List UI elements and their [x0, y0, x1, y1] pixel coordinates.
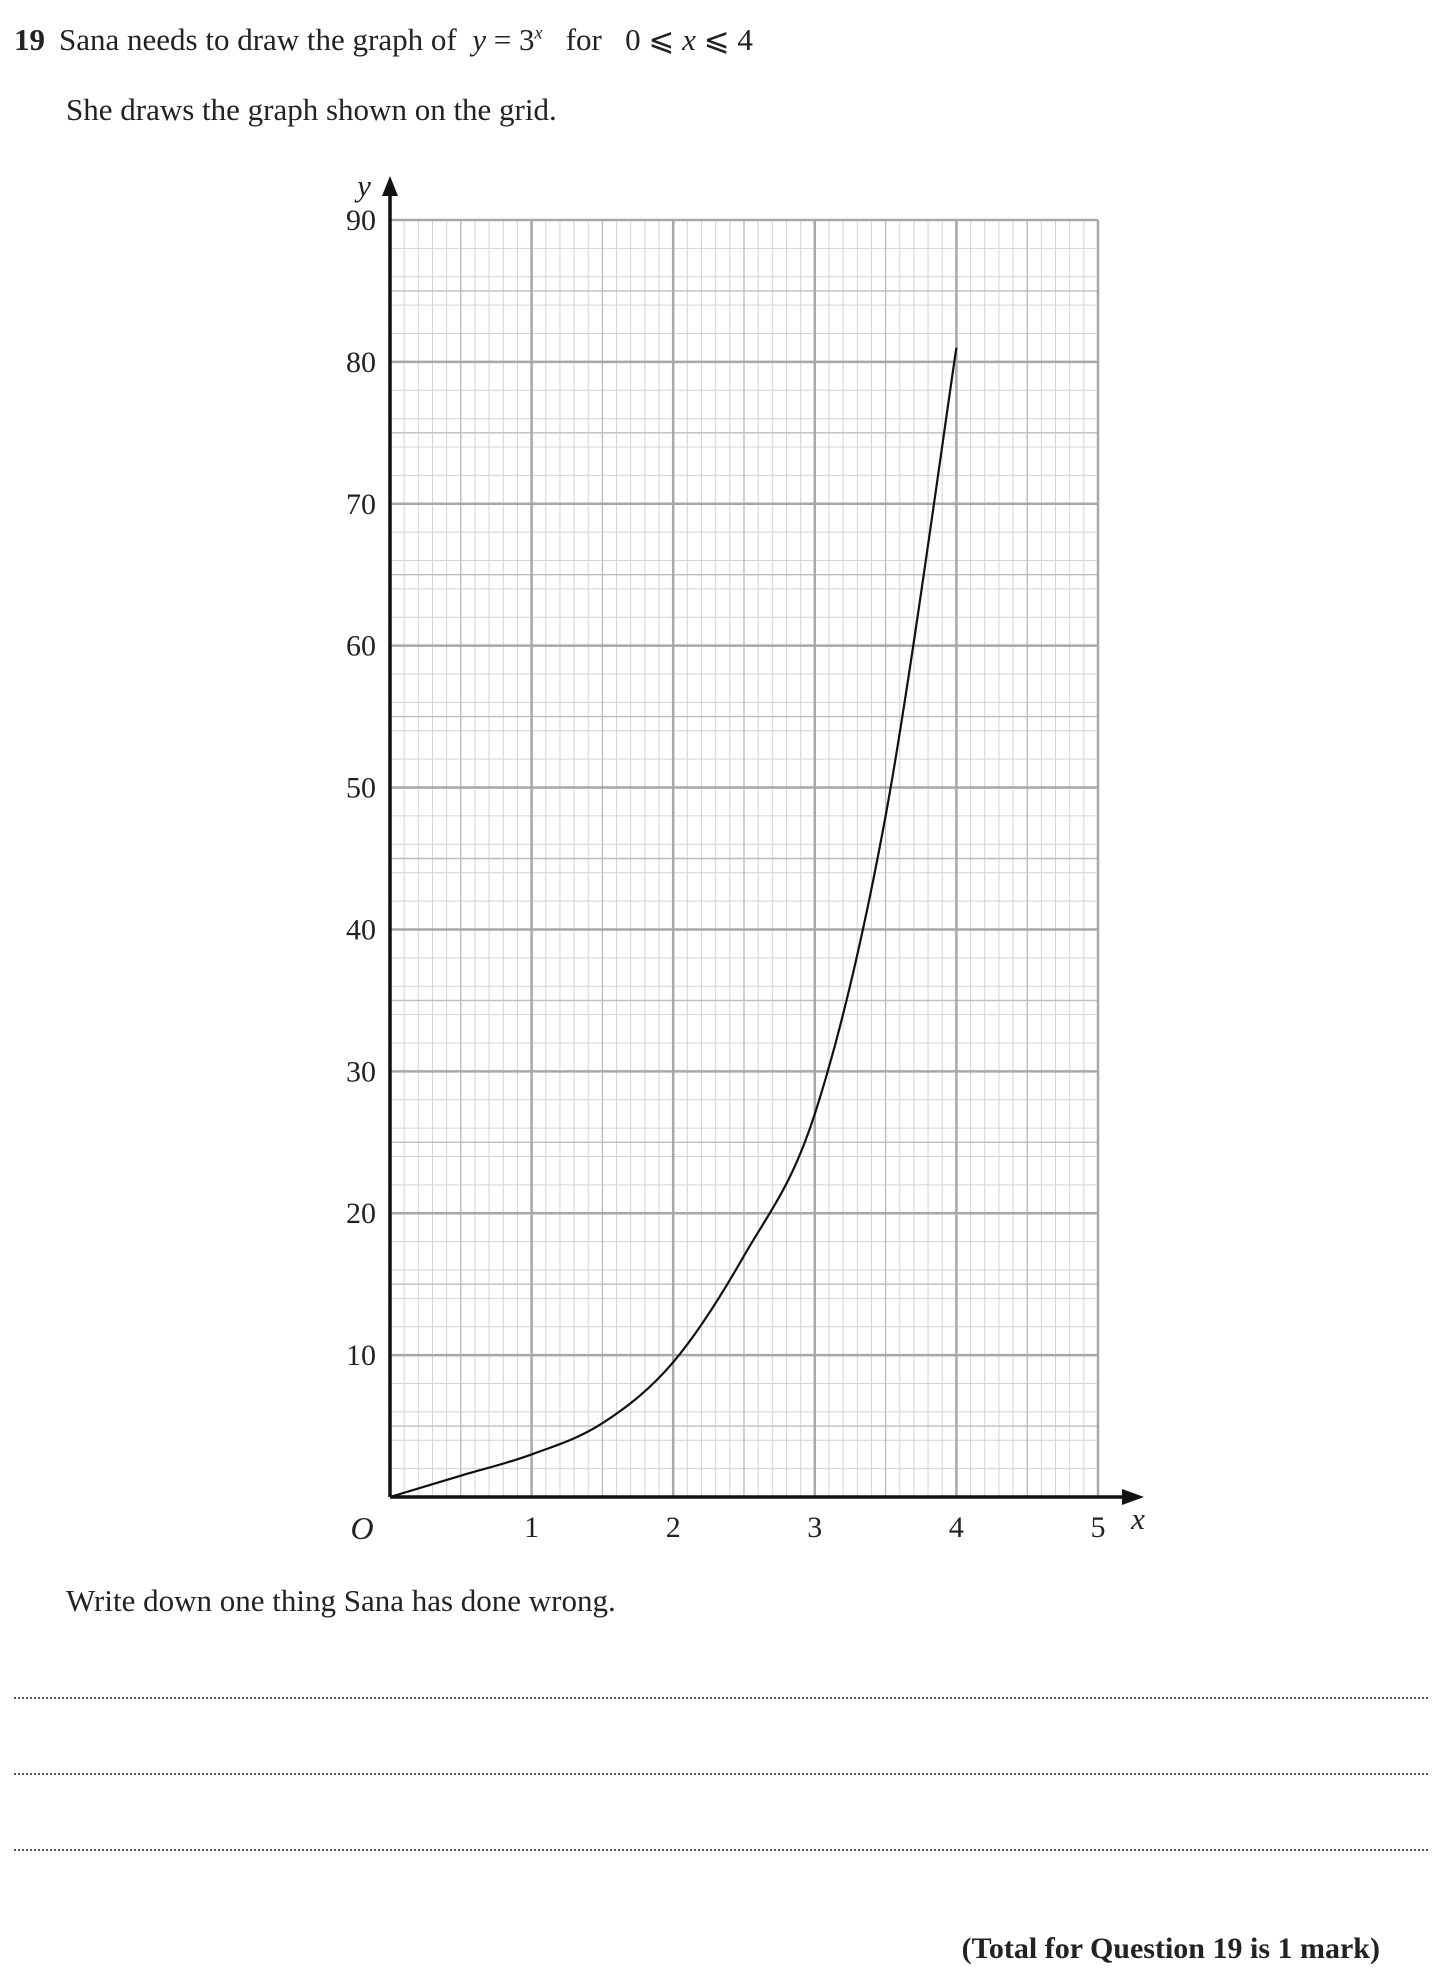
range-op-1: ⩽: [640, 22, 683, 57]
origin-label: O: [350, 1510, 373, 1546]
answer-line[interactable]: [14, 1697, 1428, 1699]
curve: [389, 347, 958, 1499]
series-line: [389, 347, 958, 1499]
equation-y: y: [472, 22, 486, 57]
y-tick-label: 40: [346, 913, 376, 946]
x-tick-label: 1: [524, 1511, 539, 1544]
range-low: 0: [625, 22, 641, 57]
y-axis-arrow: [382, 176, 398, 196]
question-number: 19: [14, 22, 45, 57]
y-tick-label: 90: [346, 204, 376, 237]
x-tick-label: 4: [949, 1511, 964, 1544]
graph-chart: 1 2 3 4 5 10 20 30 40 50 60 70 80 90 O x y: [346, 168, 1145, 1546]
labels: 1 2 3 4 5 10 20 30 40 50 60 70 80 90 O x y: [346, 168, 1145, 1546]
y-tick-label: 20: [346, 1197, 376, 1230]
y-tick-label: 10: [346, 1339, 376, 1372]
y-tick-label: 80: [346, 346, 376, 379]
grid-major: [390, 218, 1100, 1497]
question-line: 19 Sana needs to draw the graph of y = 3x…: [14, 22, 753, 58]
x-tick-label: 3: [807, 1511, 822, 1544]
x-axis-arrow: [1122, 1489, 1144, 1505]
y-axis-label: y: [354, 168, 371, 203]
x-tick-label: 5: [1091, 1511, 1106, 1544]
y-tick-label: 50: [346, 772, 376, 805]
equation-eq: = 3: [485, 22, 535, 57]
answer-line[interactable]: [14, 1849, 1428, 1851]
equation-exponent: x: [534, 22, 543, 43]
x-tick-label: 2: [666, 1511, 681, 1544]
axes: [382, 176, 1144, 1505]
instruction-text: Write down one thing Sana has done wrong…: [66, 1583, 616, 1618]
y-tick-label: 70: [346, 488, 376, 521]
question-total: (Total for Question 19 is 1 mark): [961, 1932, 1380, 1965]
range-op-2: ⩽: [695, 22, 738, 57]
answer-line[interactable]: [14, 1773, 1428, 1775]
y-tick-label: 60: [346, 630, 376, 663]
question-subtext: She draws the graph shown on the grid.: [66, 92, 557, 127]
text-for: for: [565, 22, 602, 57]
y-tick-label: 30: [346, 1055, 376, 1088]
range-high: 4: [737, 22, 753, 57]
question-text: Sana needs to draw the graph of: [59, 22, 457, 57]
x-axis-label: x: [1130, 1501, 1145, 1536]
range-var: x: [682, 22, 696, 57]
